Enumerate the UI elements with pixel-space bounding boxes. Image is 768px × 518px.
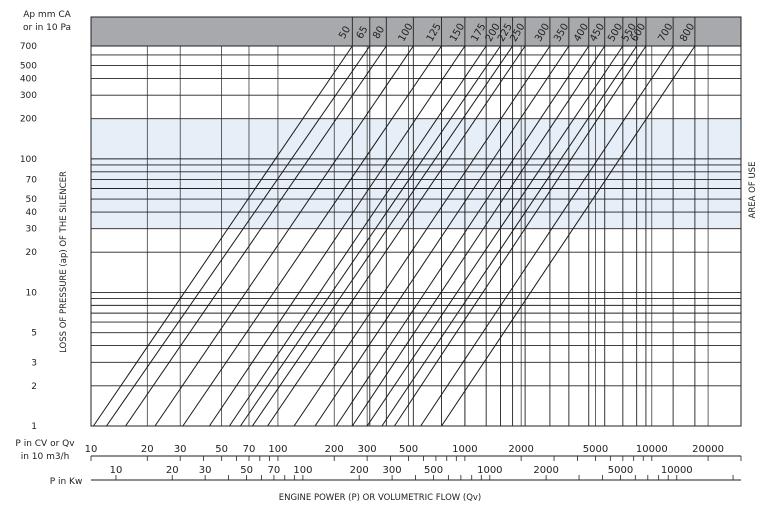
x-cv-tick-label: 200 [325, 444, 344, 455]
x-kw-tick-label: 200 [350, 465, 369, 476]
y-tick-label: 5 [31, 329, 37, 339]
x-kw-tick-label: 500 [424, 465, 443, 476]
x-kw-tick-label: 100 [293, 465, 312, 476]
x-kw-tick-label: 5000 [608, 465, 633, 476]
area-of-use-label: AREA OF USE [748, 162, 758, 219]
plot-frame [90, 16, 742, 427]
x-cv-tick-label: 5000 [583, 444, 608, 455]
series-line-100 [154, 45, 414, 427]
x-cv-tick-label: 2000 [508, 444, 533, 455]
x-axis-cv-label-line2: in 10 m3/h [21, 452, 70, 462]
x-kw-tick-label: 300 [383, 465, 402, 476]
series-group [92, 17, 696, 427]
frame-group [90, 16, 742, 427]
y-tick-label: 500 [20, 62, 37, 72]
y-tick-label: 10 [26, 288, 38, 298]
series-line-400 [335, 45, 590, 427]
series-line-65 [106, 45, 371, 427]
x-cv-tick-label: 10000 [636, 444, 668, 455]
series-line-150 [209, 45, 466, 427]
series-line-450 [351, 45, 606, 427]
x-kw-tick-label: 70 [268, 465, 281, 476]
x-cv-tick-label: 20 [141, 444, 154, 455]
series-line-350 [314, 45, 570, 427]
x-cv-tick-label: 500 [399, 444, 418, 455]
series-line-50 [92, 45, 353, 427]
x-cv-tick-label: 30 [174, 444, 187, 455]
x-kw-tick-label: 1000 [477, 465, 502, 476]
area-of-use-band-group [91, 118, 741, 229]
x-axis-title: ENGINE POWER (P) OR VOLUMETRIC FLOW (Qv) [279, 493, 482, 503]
x-kw-tick-label: 30 [199, 465, 212, 476]
y-tick-label: 70 [26, 176, 38, 186]
y-tick-labels-group: 1 2 3 5 10 20 30 40 50 70 100 200 300 400 500 700 [20, 42, 37, 432]
area-of-use-band [91, 118, 741, 229]
x-cv-tick-label: 70 [243, 444, 256, 455]
series-line-200 [240, 45, 501, 427]
x-axis-cv-label-line1: P in CV or Qv [15, 439, 75, 449]
series-line-500 [366, 45, 624, 427]
x-axis-kw-label: P in Kw [50, 477, 83, 487]
x-cv-tick-label: 300 [358, 444, 377, 455]
y-axis-title: LOSS OF PRESSURE (ap) OF THE SILENCER [59, 171, 69, 353]
y-tick-label: 30 [26, 225, 38, 235]
series-line-225 [251, 45, 514, 427]
y-tick-label: 700 [20, 42, 37, 52]
series-line-250 [267, 45, 526, 427]
y-unit-label-line2: or in 10 Pa [23, 23, 71, 33]
x-kw-tick-label: 20 [166, 465, 179, 476]
x-axes-group: 10 20 30 50 70 100 200 300 500 1000 2000 5000 10000 2… [85, 444, 742, 481]
y-tick-label: 2 [31, 382, 37, 392]
x-kw-tick-label: 10 [110, 465, 123, 476]
x-cv-tick-label: 50 [215, 444, 228, 455]
x-kw-tick-label: 2000 [533, 465, 558, 476]
x-cv-tick-label: 10 [85, 444, 98, 455]
x-cv-tick-label: 20000 [692, 444, 724, 455]
y-tick-label: 100 [20, 155, 37, 165]
x-cv-tick-label: 100 [268, 444, 287, 455]
y-tick-label: 300 [20, 91, 37, 101]
y-tick-label: 400 [20, 74, 37, 84]
series-line-125 [182, 45, 442, 427]
series-line-300 [293, 45, 551, 427]
x-cv-tick-label: 1000 [452, 444, 477, 455]
y-tick-label: 3 [31, 358, 37, 368]
series-line-700 [420, 45, 674, 427]
y-tick-label: 50 [26, 195, 38, 205]
y-tick-label: 40 [26, 208, 38, 218]
y-tick-label: 1 [31, 422, 37, 432]
series-line-800 [441, 45, 696, 427]
x-kw-tick-label: 50 [240, 465, 253, 476]
y-unit-label-line1: Ap mm CA [23, 10, 71, 20]
series-line-600 [394, 45, 647, 427]
y-tick-label: 200 [20, 115, 37, 125]
series-line-80 [125, 45, 387, 427]
series-line-550 [381, 45, 638, 427]
grid-group [90, 45, 741, 427]
y-tick-label: 20 [26, 248, 38, 258]
header-band [91, 17, 741, 46]
x-kw-tick-label: 10000 [661, 465, 693, 476]
series-line-175 [228, 45, 487, 427]
